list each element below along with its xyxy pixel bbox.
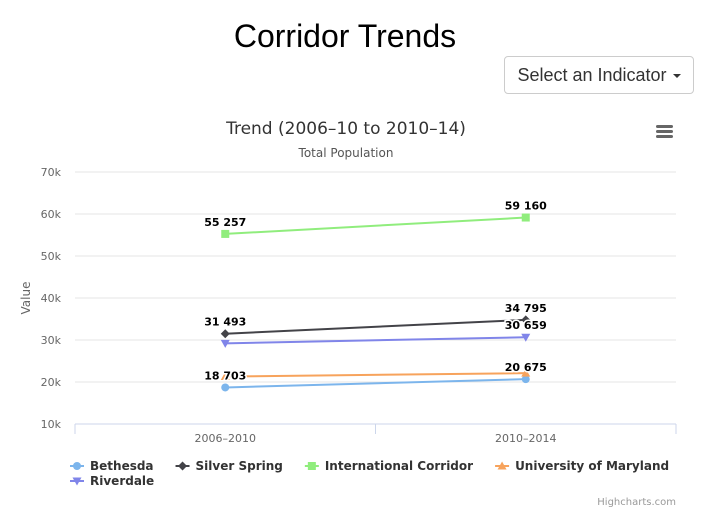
data-point[interactable] [221, 229, 230, 238]
y-tick-label: 60k [41, 208, 62, 221]
legend-symbol[interactable] [178, 461, 188, 471]
trend-chart: Trend (2006–10 to 2010–14) Total Populat… [19, 118, 680, 508]
data-point[interactable] [521, 213, 530, 222]
data-label: 31 493 [204, 316, 246, 329]
legend-label: International Corridor [325, 459, 473, 473]
legend-label: Bethesda [90, 459, 154, 473]
legend-symbol[interactable] [307, 462, 316, 470]
chart-menu-button[interactable] [650, 118, 680, 144]
y-axis-title: Value [19, 282, 33, 315]
y-tick-label: 30k [41, 334, 62, 347]
chart-axes: 10k 20k 30k 40k 50k 60k 70k 2006–2010 2010–2014 [41, 166, 677, 445]
page-title: Corridor Trends [233, 18, 457, 54]
legend-symbol[interactable] [72, 477, 82, 486]
data-label: 30 659 [505, 319, 547, 332]
hamburger-menu-icon [656, 125, 673, 138]
legend-label: Silver Spring [196, 459, 283, 473]
legend-item-university-of-maryland[interactable]: University of Maryland [495, 459, 669, 473]
chart-subtitle: Total Population [298, 146, 394, 160]
data-label: 34 795 [505, 302, 547, 315]
series-international-corridor[interactable] [221, 213, 530, 238]
select-indicator-button[interactable]: Select an Indicator [504, 56, 694, 94]
series-line[interactable] [225, 372, 526, 378]
series-bethesda[interactable] [221, 375, 530, 392]
data-point[interactable] [220, 329, 230, 339]
series-line[interactable] [225, 378, 526, 389]
series-silver-spring[interactable] [220, 315, 531, 339]
data-label: 18 703 [204, 369, 246, 382]
legend-label: Riverdale [90, 474, 154, 488]
series-line[interactable] [225, 318, 526, 335]
legend-item-riverdale[interactable]: Riverdale [70, 474, 154, 488]
legend-label: University of Maryland [515, 459, 669, 473]
y-tick-label: 10k [41, 418, 62, 431]
y-tick-label: 50k [41, 250, 62, 263]
legend-item-international-corridor[interactable]: International Corridor [304, 459, 473, 473]
data-point[interactable] [521, 333, 531, 342]
chart-series [220, 213, 531, 392]
data-point[interactable] [221, 383, 230, 392]
legend-item-bethesda[interactable]: Bethesda [70, 459, 154, 473]
y-tick-label: 70k [41, 166, 62, 179]
legend-symbol[interactable] [497, 461, 507, 470]
chart-title: Trend (2006–10 to 2010–14) [225, 119, 466, 139]
data-point[interactable] [521, 375, 530, 384]
series-line[interactable] [225, 336, 526, 345]
chart-credits[interactable]: Highcharts.com [597, 497, 676, 508]
chart-grid [75, 171, 676, 383]
data-point[interactable] [521, 368, 531, 377]
select-indicator-label: Select an Indicator [517, 64, 667, 85]
data-point[interactable] [220, 372, 230, 381]
data-label: 59 160 [505, 200, 547, 213]
x-tick-label: 2010–2014 [495, 432, 557, 445]
legend-symbol[interactable] [73, 462, 81, 470]
y-tick-label: 40k [41, 292, 62, 305]
series-university-of-maryland[interactable] [220, 368, 531, 381]
caret-down-icon [672, 74, 681, 78]
data-point[interactable] [521, 315, 531, 325]
legend-item-silver-spring[interactable]: Silver Spring [175, 459, 283, 473]
data-label: 55 257 [204, 216, 246, 229]
data-point[interactable] [220, 339, 230, 348]
series-riverdale[interactable] [220, 333, 531, 348]
series-line[interactable] [225, 216, 526, 235]
x-tick-label: 2006–2010 [195, 432, 257, 445]
chart-data-labels: 18 703 20 675 31 493 34 795 55 257 59 160 30 6… [203, 198, 549, 384]
data-label: 20 675 [505, 361, 547, 374]
y-tick-label: 20k [41, 376, 62, 389]
chart-legend: Bethesda Silver Spring International Corri… [70, 459, 669, 488]
